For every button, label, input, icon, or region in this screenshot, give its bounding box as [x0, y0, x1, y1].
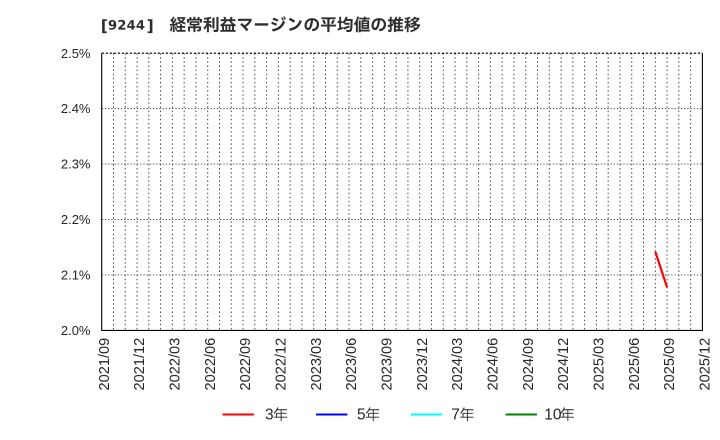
svg-text:2.2%: 2.2%: [61, 212, 91, 227]
svg-text:10: 10: [544, 407, 562, 424]
svg-text:2022/09: 2022/09: [238, 338, 254, 391]
svg-text:2.0%: 2.0%: [61, 323, 91, 338]
svg-text:7: 7: [451, 407, 460, 424]
svg-text:3: 3: [265, 407, 274, 424]
svg-text:2023/06: 2023/06: [344, 338, 360, 391]
svg-text:2023/12: 2023/12: [415, 338, 431, 391]
svg-text:5: 5: [357, 407, 366, 424]
svg-text:2024/03: 2024/03: [450, 338, 466, 391]
svg-text:2025/09: 2025/09: [662, 338, 678, 391]
svg-text:2022/06: 2022/06: [203, 338, 219, 391]
svg-text:2022/12: 2022/12: [273, 338, 289, 391]
svg-text:2023/09: 2023/09: [379, 338, 395, 391]
svg-text:2022/03: 2022/03: [167, 338, 183, 391]
svg-text:2.1%: 2.1%: [61, 268, 91, 283]
svg-text:2.5%: 2.5%: [61, 46, 91, 61]
svg-text:2021/12: 2021/12: [132, 338, 148, 391]
svg-text:2024/06: 2024/06: [485, 338, 501, 391]
svg-text:2023/03: 2023/03: [309, 338, 325, 391]
svg-text:2.3%: 2.3%: [61, 157, 91, 172]
svg-text:2024/09: 2024/09: [521, 338, 537, 391]
svg-text:2.4%: 2.4%: [61, 101, 91, 116]
svg-text:2025/06: 2025/06: [627, 338, 643, 391]
svg-text:2021/09: 2021/09: [97, 338, 113, 391]
svg-text:2025/03: 2025/03: [591, 338, 607, 391]
svg-text:2024/12: 2024/12: [556, 338, 572, 391]
svg-text:2025/12: 2025/12: [698, 338, 714, 391]
